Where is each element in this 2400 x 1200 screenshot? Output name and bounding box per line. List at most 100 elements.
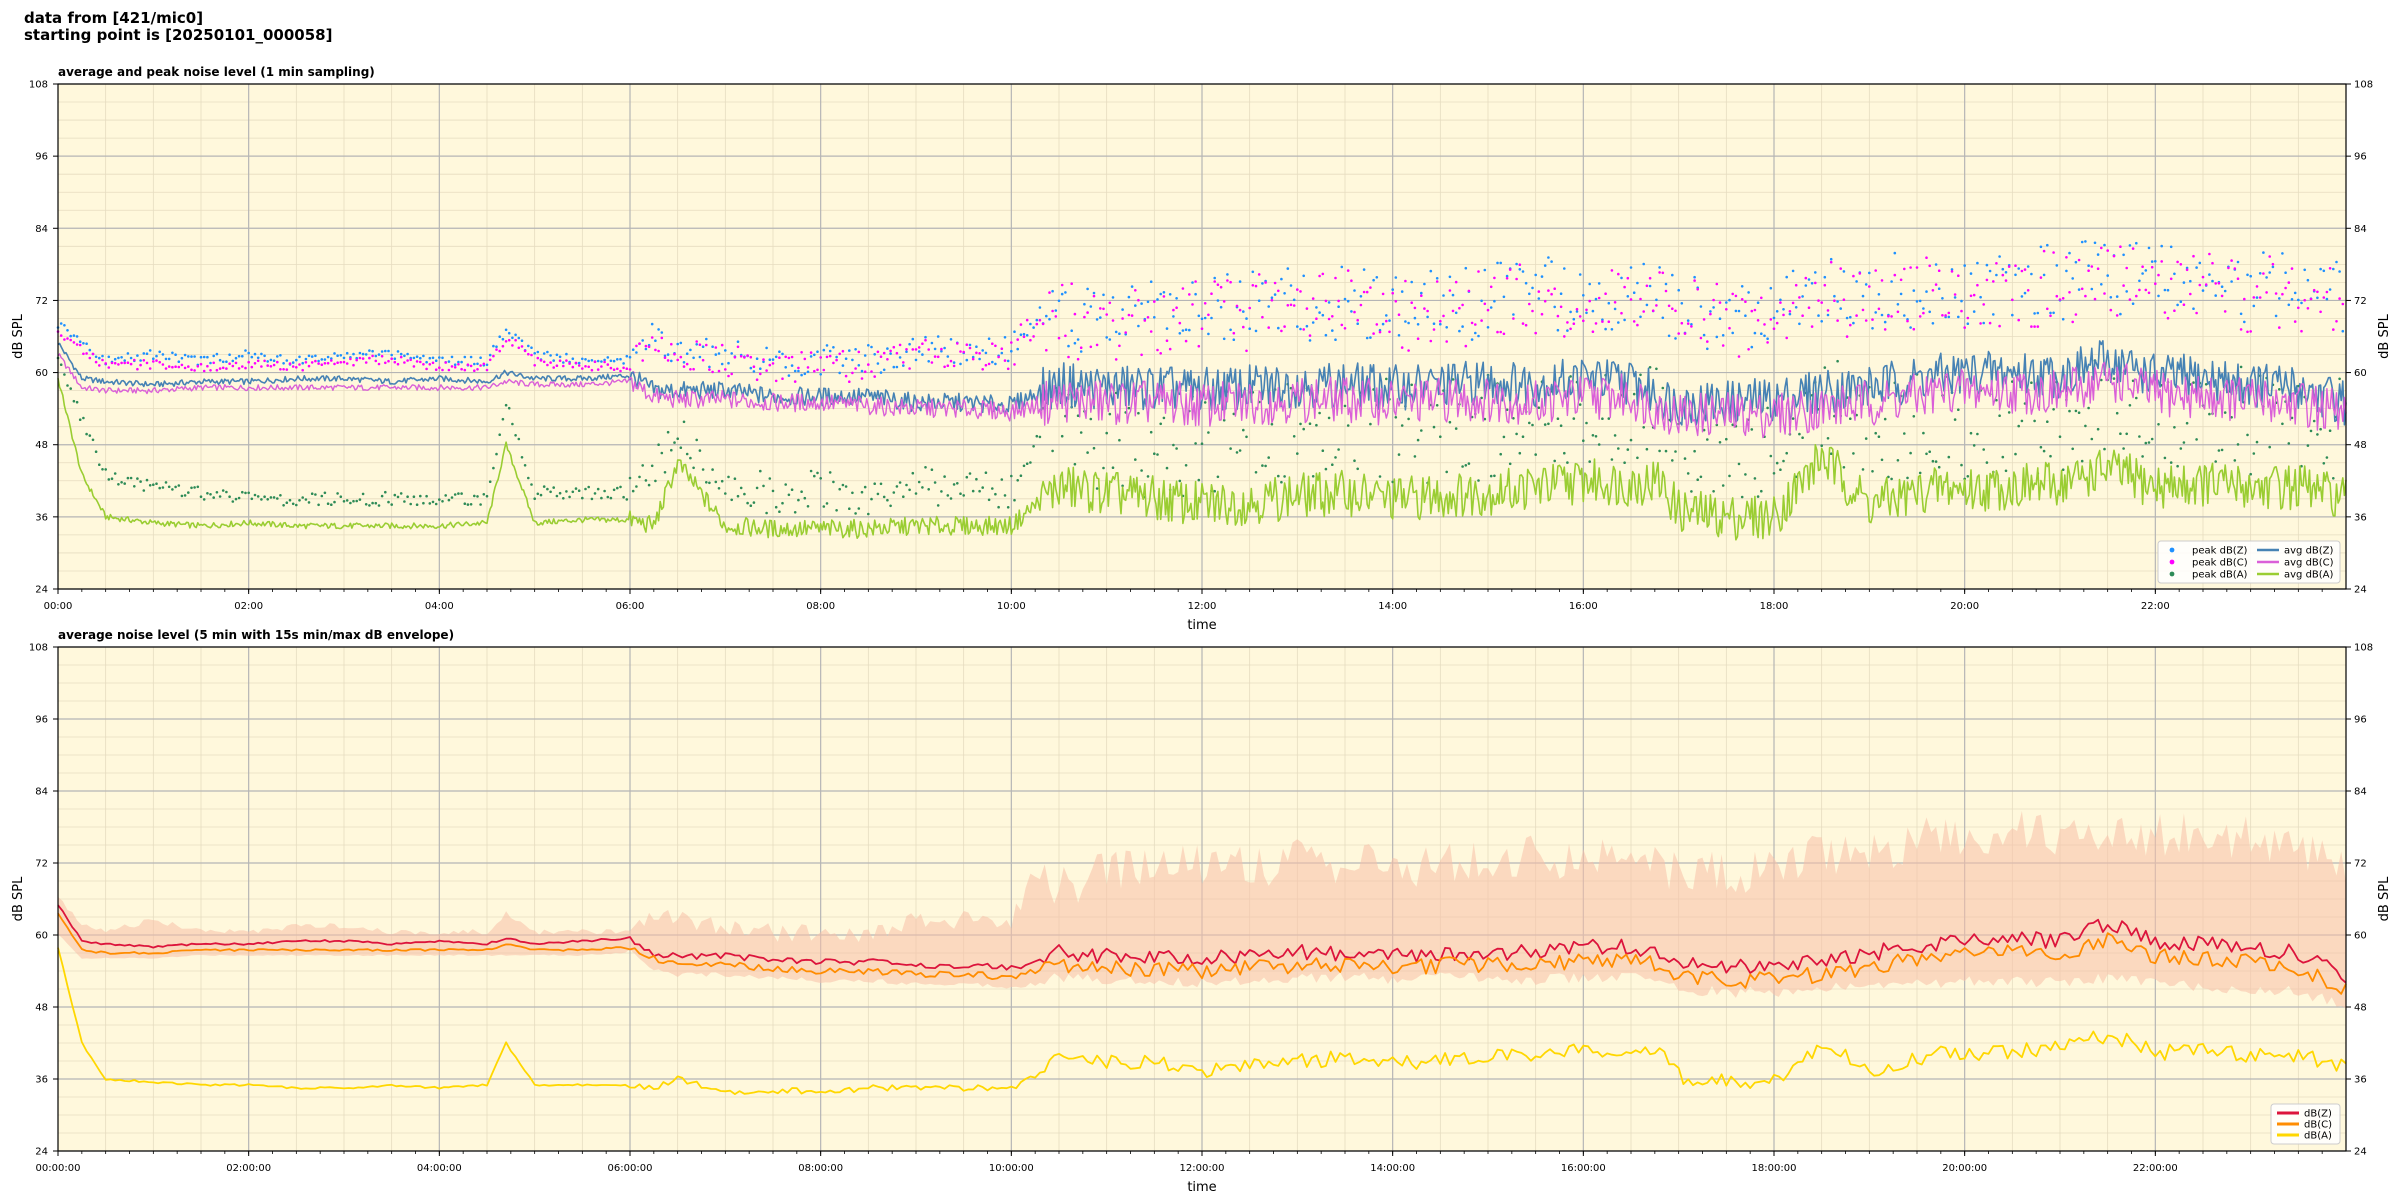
data-point [1499,261,1502,265]
data-point [1114,358,1118,361]
data-point [1175,306,1178,310]
data-point [2103,292,2106,295]
data-point [1013,330,1016,334]
data-point [930,341,934,345]
data-point [2290,298,2294,301]
y-tick-label-right: 72 [2354,296,2367,307]
data-point [2052,408,2055,411]
data-point [1823,283,1827,287]
data-point [978,357,981,361]
data-point [301,368,305,372]
data-point [520,456,524,459]
data-point [320,358,324,361]
data-point [2036,325,2040,328]
data-point [523,349,527,353]
data-point [739,355,743,358]
data-point [158,486,161,490]
data-point [374,359,378,363]
data-point [1826,437,1830,440]
data-point [1108,338,1112,341]
data-point [409,358,413,362]
data-point [1925,290,1928,293]
data-point [1534,273,1537,277]
data-point [844,485,848,488]
data-point [1648,284,1652,288]
data-point [368,356,371,360]
data-point [1499,452,1502,456]
y-tick-label: 60 [35,368,48,379]
data-point [711,370,714,374]
data-point [1156,298,1159,301]
data-point [2297,298,2300,302]
data-point [514,434,517,437]
data-point [1515,277,1518,281]
data-point [2046,243,2049,247]
data-point [965,358,969,362]
data-point [1470,321,1474,325]
data-point [2300,464,2303,468]
data-point [803,496,807,500]
data-point [1372,332,1375,335]
data-point [1426,309,1429,313]
data-point [1407,417,1410,421]
y-axis-label: dB SPL [11,876,26,921]
y-tick-label-right: 24 [2354,1147,2367,1158]
data-point [183,494,187,497]
data-point [1130,314,1134,317]
data-point [984,351,988,355]
data-point [565,352,568,356]
data-point [746,354,749,357]
data-point [1674,450,1677,453]
data-point [828,349,832,353]
data-point [1423,307,1426,310]
data-point [2284,271,2287,275]
data-point [549,354,552,357]
data-point [253,493,257,497]
data-point [511,344,514,347]
data-point [1531,286,1534,290]
data-point [345,351,349,355]
data-point [1836,319,1839,322]
data-point [1896,310,1900,314]
data-point [152,357,155,361]
data-point [1629,298,1633,301]
data-point [1775,310,1779,313]
x-tick-label: 08:00:00 [798,1163,843,1174]
data-point [2176,260,2179,264]
data-point [2189,292,2192,296]
data-point [485,368,489,372]
data-point [447,368,451,372]
data-point [1820,444,1823,448]
data-point [1712,298,1715,302]
data-point [714,346,718,349]
data-point [527,344,530,348]
data-point [1928,450,1931,454]
data-point [279,354,282,357]
data-point [838,371,841,375]
data-point [863,485,867,489]
legend-marker [2169,559,2175,565]
data-point [1553,305,1556,309]
data-point [1547,422,1550,426]
data-point [774,505,778,509]
data-point [174,365,177,369]
data-point [1922,431,1925,435]
data-point [555,353,559,357]
data-point [504,340,508,343]
data-point [663,356,667,360]
data-point [2096,427,2100,431]
data-point [571,490,575,494]
data-point [1474,331,1477,335]
data-point [120,481,123,484]
data-point [987,362,991,366]
data-point [298,355,301,359]
data-point [1210,292,1213,296]
data-point [797,498,800,502]
data-point [1254,284,1258,288]
data-point [1280,277,1283,281]
data-point [1547,289,1550,292]
data-point [260,498,263,501]
data-point [1718,441,1722,444]
data-point [1264,464,1267,468]
data-point [2087,264,2090,268]
